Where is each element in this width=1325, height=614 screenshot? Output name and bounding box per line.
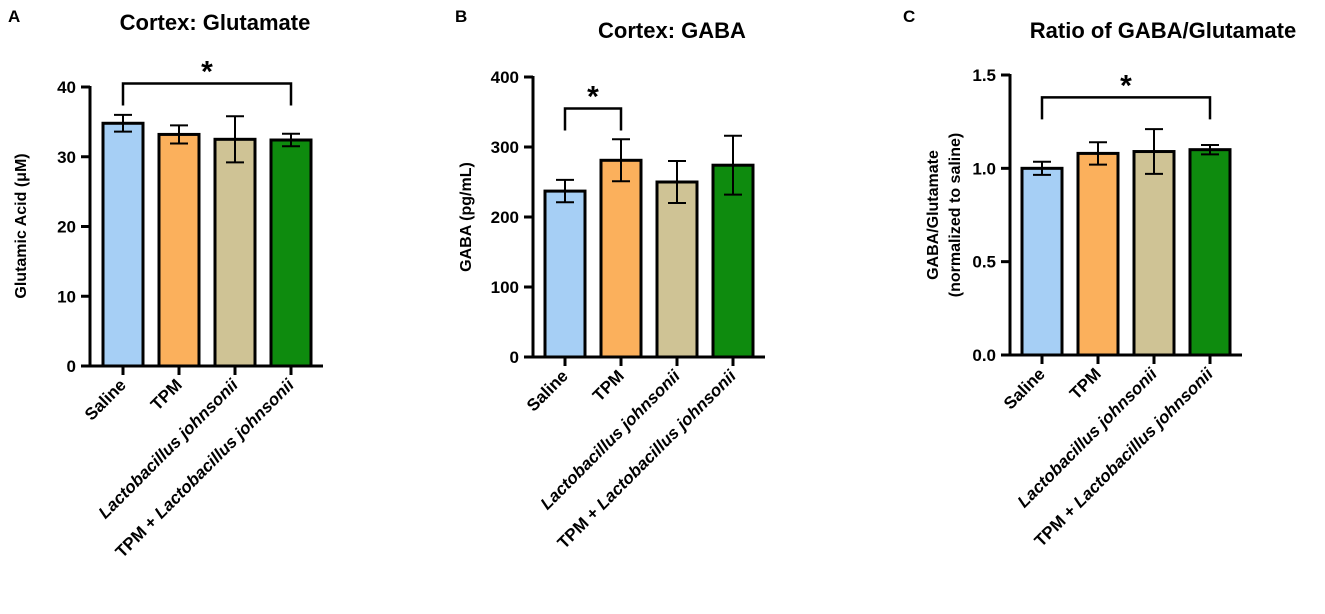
bracket-line bbox=[1040, 96, 1212, 120]
y-tick-label: 10 bbox=[57, 287, 76, 306]
y-axis-label: Glutamic Acid (μM) bbox=[13, 153, 30, 298]
panel-letter: C bbox=[903, 7, 915, 26]
significance-bracket: * bbox=[121, 56, 293, 106]
category-label-2: TPM bbox=[1066, 364, 1105, 403]
chart-title: Ratio of GABA/Glutamate bbox=[1030, 18, 1296, 43]
y-tick-label: 0 bbox=[67, 357, 76, 376]
category-label-part: TPM bbox=[147, 375, 186, 414]
y-tick-label: 30 bbox=[57, 148, 76, 167]
error-bar-2 bbox=[1089, 141, 1107, 166]
category-label-part: TPM + bbox=[554, 500, 607, 553]
significance-bracket: * bbox=[563, 81, 623, 131]
bar-3 bbox=[655, 180, 699, 359]
error-bar-4 bbox=[1201, 144, 1219, 156]
chart-panel-b: B Cortex: GABA GABA (pg/mL) 0 100 200 300 400 Sa… bbox=[455, 7, 765, 552]
chart-panel-c: C Ratio of GABA/Glutamate GABA/Glutamate (n… bbox=[903, 7, 1296, 550]
y-tick-label: 20 bbox=[57, 218, 76, 237]
y-tick-label: 200 bbox=[491, 208, 519, 227]
category-label-part: TPM bbox=[589, 366, 628, 405]
bar-1 bbox=[101, 121, 145, 368]
error-bar-3 bbox=[668, 160, 686, 204]
y-axis-label: GABA/Glutamate bbox=[925, 150, 942, 280]
y-tick-label: 0 bbox=[510, 348, 519, 367]
category-label-1: Saline bbox=[81, 375, 130, 424]
y-tick-label: 400 bbox=[491, 68, 519, 87]
bar-2 bbox=[157, 132, 201, 368]
category-label-2: TPM bbox=[147, 375, 186, 414]
error-bar-3 bbox=[1145, 128, 1163, 175]
category-label-1: Saline bbox=[1000, 364, 1049, 413]
category-label-2: TPM bbox=[589, 366, 628, 405]
y-tick-label: 1.5 bbox=[972, 66, 996, 85]
panel-letter: B bbox=[455, 7, 467, 26]
y-axis-label-2: (normalized to saline) bbox=[947, 133, 964, 297]
chart-panel-a: A Cortex: Glutamate Glutamic Acid (μM) 0 10 2… bbox=[8, 7, 323, 561]
bar-4 bbox=[1188, 148, 1232, 357]
y-tick-label: 0.0 bbox=[972, 346, 996, 365]
error-bar-2 bbox=[612, 138, 630, 183]
category-label-part: Saline bbox=[1000, 364, 1049, 413]
category-label-part: Saline bbox=[523, 366, 572, 415]
panel-letter: A bbox=[8, 7, 20, 26]
significance-star: * bbox=[587, 81, 599, 114]
bracket-line bbox=[121, 82, 293, 106]
bar-2 bbox=[599, 158, 643, 359]
category-label-part: TPM bbox=[1066, 364, 1105, 403]
error-bar-3 bbox=[226, 115, 244, 164]
error-bar-1 bbox=[114, 113, 132, 133]
significance-bracket: * bbox=[1040, 69, 1212, 120]
error-bar-4 bbox=[282, 132, 300, 148]
chart-title: Cortex: Glutamate bbox=[120, 10, 311, 35]
error-bar-1 bbox=[1033, 160, 1051, 176]
error-bar-1 bbox=[556, 178, 574, 204]
bar-2 bbox=[1076, 151, 1120, 357]
y-tick-label: 100 bbox=[491, 278, 519, 297]
category-label-part: TPM + bbox=[112, 509, 165, 562]
bracket-line bbox=[563, 107, 623, 131]
error-bar-4 bbox=[724, 134, 742, 196]
chart-title: Cortex: GABA bbox=[598, 18, 746, 43]
category-label-part: TPM + bbox=[1031, 498, 1084, 551]
error-bar-2 bbox=[170, 124, 188, 145]
y-tick-label: 1.0 bbox=[972, 159, 996, 178]
y-tick-label: 40 bbox=[57, 78, 76, 97]
category-label-1: Saline bbox=[523, 366, 572, 415]
bar-1 bbox=[1020, 166, 1064, 357]
significance-star: * bbox=[1120, 69, 1132, 102]
y-axis-label: GABA (pg/mL) bbox=[458, 162, 475, 272]
y-tick-label: 0.5 bbox=[972, 253, 996, 272]
y-tick-label: 300 bbox=[491, 138, 519, 157]
significance-star: * bbox=[201, 56, 213, 89]
bar-3 bbox=[1132, 150, 1176, 357]
category-label-part: Saline bbox=[81, 375, 130, 424]
bar-3 bbox=[213, 137, 257, 368]
bar-4 bbox=[269, 138, 313, 368]
bar-1 bbox=[543, 189, 587, 359]
